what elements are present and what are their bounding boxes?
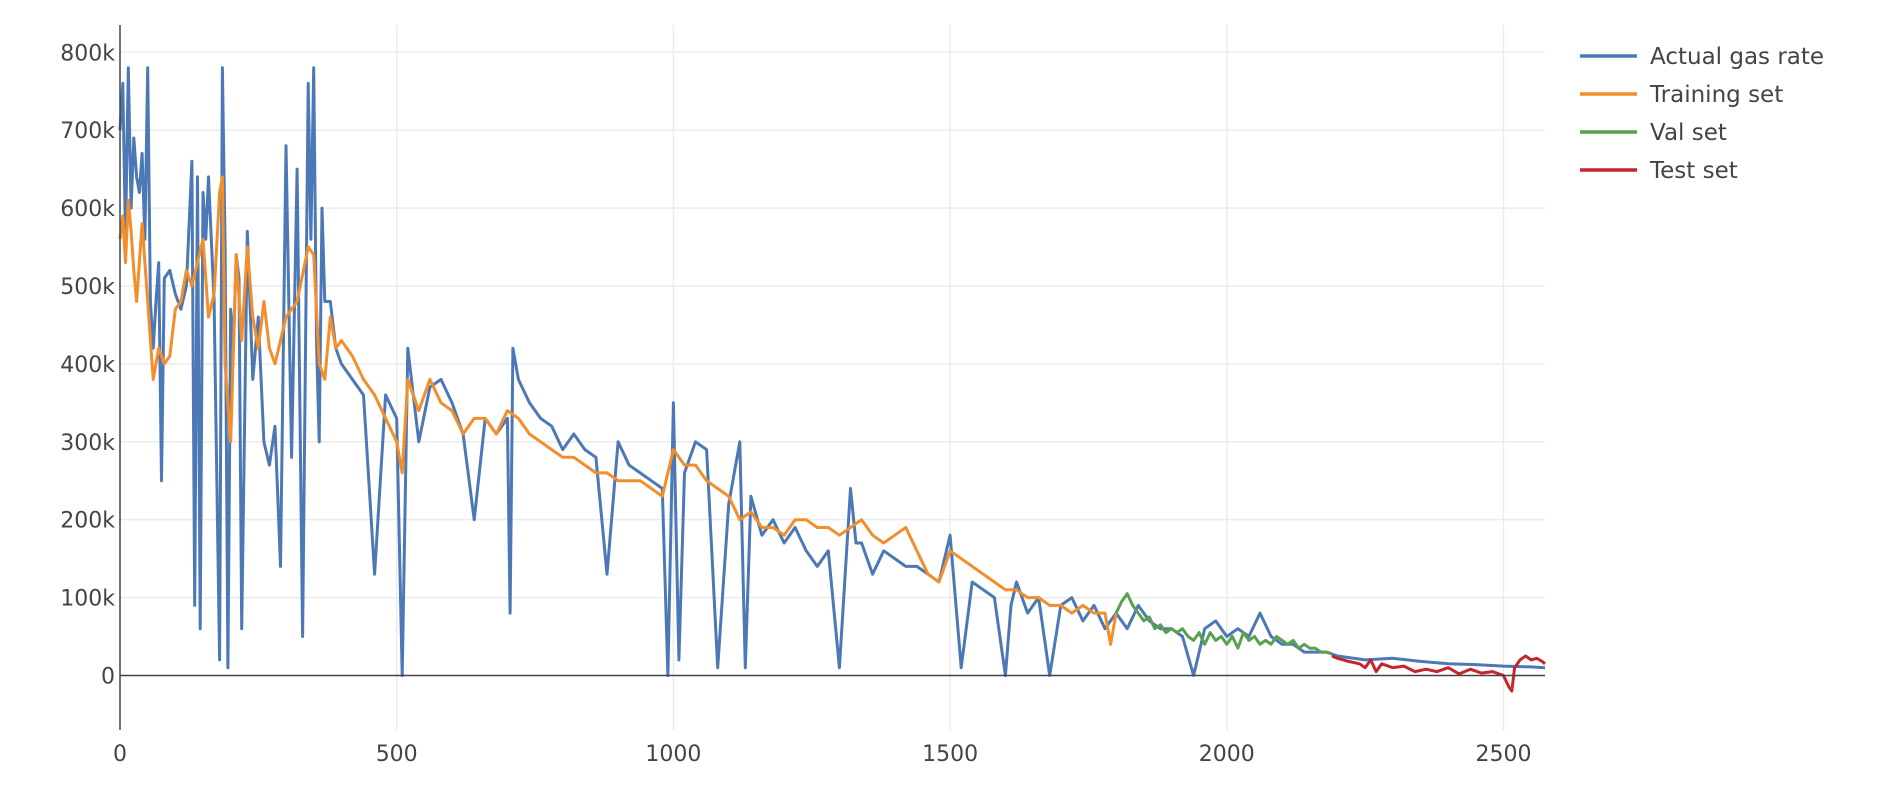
gridlines [120, 25, 1545, 730]
x-tick-label: 1500 [922, 742, 978, 767]
y-tick-label: 700k [60, 119, 115, 144]
x-tick-label: 0 [113, 742, 127, 767]
legend-label: Actual gas rate [1650, 44, 1824, 70]
y-tick-label: 100k [60, 587, 115, 612]
x-tick-label: 500 [376, 742, 418, 767]
y-tick-label: 600k [60, 197, 115, 222]
series-lines [118, 66, 1546, 693]
y-tick-label: 500k [60, 275, 115, 300]
x-tick-label: 1000 [645, 742, 701, 767]
legend-label: Val set [1650, 120, 1727, 146]
axes [119, 25, 1545, 730]
y-tick-label: 800k [60, 41, 115, 66]
x-tick-label: 2000 [1199, 742, 1255, 767]
x-tick-labels: 0 500 1000 1500 2000 2500 [113, 742, 1531, 767]
series-line-0 [118, 66, 1546, 677]
y-tick-label: 400k [60, 353, 115, 378]
legend: Actual gas rate Training set Val set Test s… [1580, 44, 1824, 184]
x-tick-label: 2500 [1475, 742, 1531, 767]
y-tick-label: 300k [60, 431, 115, 456]
series-line-1 [118, 175, 1118, 646]
y-tick-labels: 0 100k 200k 300k 400k 500k 600k 700k 800k [60, 41, 115, 689]
series-line-3 [1331, 654, 1546, 693]
legend-label: Training set [1649, 82, 1783, 108]
series-line-2 [1114, 592, 1333, 656]
y-tick-label: 0 [101, 664, 115, 689]
y-tick-label: 200k [60, 509, 115, 534]
legend-label: Test set [1649, 158, 1738, 184]
